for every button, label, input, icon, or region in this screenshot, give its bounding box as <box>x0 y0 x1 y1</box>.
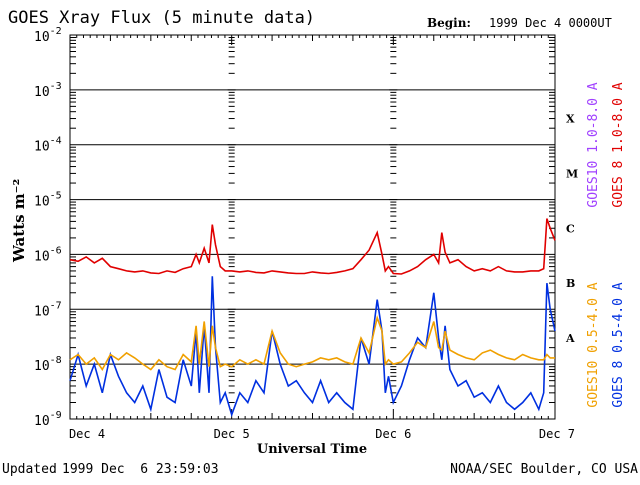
begin-label: Begin: <box>427 16 471 30</box>
x-axis-label: Universal Time <box>257 442 367 457</box>
flare-class-label: B <box>566 277 575 290</box>
flare-class-label: A <box>565 332 575 345</box>
credit-text: NOAA/SEC Boulder, CO USA <box>450 462 638 477</box>
y-tick-label: 10-8 <box>34 355 62 374</box>
x-tick-label: Dec 5 <box>214 427 250 441</box>
flare-class-label: M <box>566 167 578 180</box>
y-tick-label: 10-2 <box>34 26 62 45</box>
legend-entry: GOES10 0.5-4.0 A <box>586 282 601 407</box>
series-line <box>69 314 555 372</box>
y-tick-label: 10-9 <box>34 410 62 429</box>
x-tick-label: Dec 4 <box>69 427 105 441</box>
legend-entry: GOES 8 1.0-8.0 A <box>611 82 626 207</box>
chart-title: GOES Xray Flux (5 minute data) <box>8 8 315 28</box>
updated-label: Updated <box>2 462 57 477</box>
y-axis-label: Watts m⁻² <box>10 179 28 263</box>
y-tick-label: 10-7 <box>34 300 62 319</box>
x-tick-label: Dec 6 <box>375 427 411 441</box>
legend-entry: GOES10 1.0-8.0 A <box>586 82 601 207</box>
y-tick-label: 10-6 <box>34 245 62 264</box>
x-tick-label: Dec 7 <box>539 427 575 441</box>
flare-class-label: X <box>566 113 575 126</box>
series-line <box>69 218 556 275</box>
y-tick-label: 10-3 <box>34 81 62 100</box>
begin-value: 1999 Dec 4 0000UT <box>489 16 612 30</box>
flare-class-label: C <box>566 222 575 235</box>
updated-value: 1999 Dec 6 23:59:03 <box>62 462 219 477</box>
y-tick-label: 10-4 <box>34 136 62 155</box>
legend-entry: GOES 8 0.5-4.0 A <box>611 282 626 407</box>
y-tick-label: 10-5 <box>34 191 62 210</box>
series-line <box>69 276 556 418</box>
